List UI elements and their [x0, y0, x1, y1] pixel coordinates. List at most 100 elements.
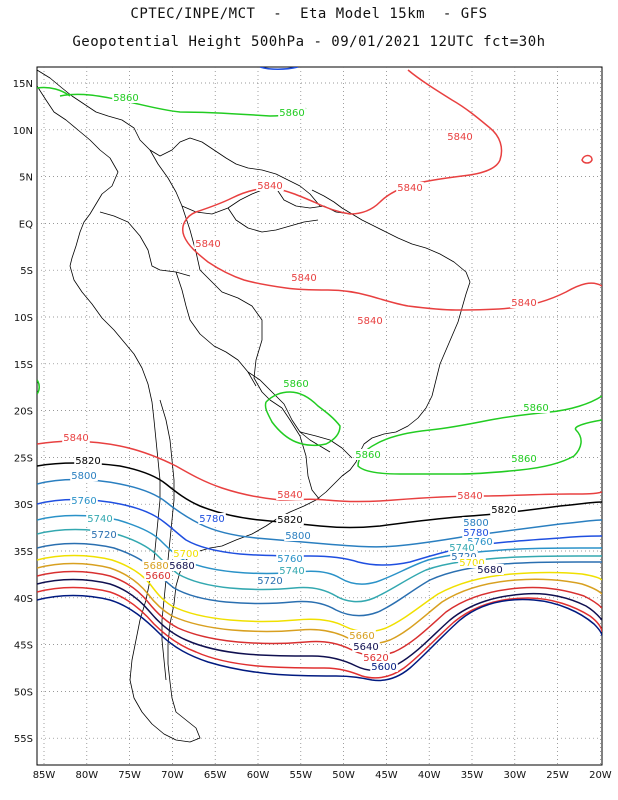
lon-tick-label: 70W: [161, 770, 184, 781]
label-5680-andes-east: 5680: [169, 561, 194, 572]
border-paraguay: [247, 371, 331, 453]
contour-label-background: [284, 530, 312, 541]
south-america-coast: [69, 189, 471, 743]
border-brazil-south: [299, 431, 353, 459]
lat-tick-label: 45S: [14, 641, 33, 652]
lat-tick-label: 25S: [14, 453, 33, 464]
contour-label-background: [256, 575, 284, 586]
lon-tick-label: 75W: [118, 770, 141, 781]
label-5820-uruguay: 5820: [277, 515, 302, 526]
lat-tick-label: 10S: [14, 313, 33, 324]
label-5760-argentina: 5760: [277, 554, 302, 565]
contour-label-background: [70, 470, 98, 481]
contour-label-background: [448, 542, 476, 553]
border-chile-argentina: [159, 399, 175, 681]
label-5840-uruguay: 5840: [277, 490, 302, 501]
label-5600-south: 5600: [371, 662, 396, 673]
map-frame: [36, 66, 603, 766]
border-peru-ecuador: [99, 211, 191, 277]
contour-5760: [37, 514, 602, 585]
label-5860-atlantic-south: 5860: [511, 454, 536, 465]
contour-label-background: [462, 517, 490, 528]
label-5720-argentina: 5720: [257, 576, 282, 587]
contour-5600: [37, 594, 602, 682]
contour-label-background: [290, 272, 318, 283]
border-colombia-venezuela: [149, 149, 277, 215]
label-5860-atlantic: 5860: [523, 403, 548, 414]
label-5660-south: 5660: [349, 631, 374, 642]
contour-label-background: [352, 641, 380, 652]
label-5740-argentina: 5740: [279, 566, 304, 577]
chart-subtitle: Geopotential Height 500hPa - 09/01/2021 …: [72, 34, 546, 50]
contour-labels: 5860 5860 5840 5840 5840 5840 5840 5840 5840 5860…: [62, 92, 550, 673]
border-brazil-north: [227, 207, 319, 233]
contour-5660: [37, 570, 602, 657]
lon-tick-label: 80W: [75, 770, 98, 781]
contour-label-background: [456, 490, 484, 501]
contour-5860-atlantic: [357, 395, 602, 475]
contour-label-background: [86, 513, 114, 524]
contour-label-background: [354, 449, 382, 460]
label-5740-atlantic: 5740: [449, 543, 474, 554]
contour-label-background: [362, 652, 390, 663]
label-5780-atlantic: 5780: [463, 528, 488, 539]
contour-label-background: [70, 495, 98, 506]
label-5860-north-west: 5860: [113, 93, 138, 104]
label-5680-andes: 5680: [143, 561, 168, 572]
contour-label-background: [144, 570, 172, 581]
label-5780-argentina: 5780: [199, 514, 224, 525]
contour-label-background: [194, 238, 222, 249]
label-5700-atlantic: 5700: [459, 558, 484, 569]
contour-label-background: [396, 182, 424, 193]
contour-5860-brazil: [264, 391, 341, 447]
label-5660-chile: 5660: [145, 571, 170, 582]
lon-tick-label: 65W: [204, 770, 227, 781]
contour-5840-south: [37, 440, 602, 503]
contour-5740: [37, 528, 602, 603]
label-5620-south: 5620: [363, 653, 388, 664]
contour-label-background: [62, 432, 90, 443]
label-5840-atlantic-south: 5840: [457, 491, 482, 502]
contour-label-background: [510, 453, 538, 464]
label-5860-north: 5860: [279, 108, 304, 119]
label-5840-brazil-center: 5840: [357, 316, 382, 327]
lon-tick-label: 40W: [418, 770, 441, 781]
contour-label-background: [490, 504, 518, 515]
contour-5860-south-west: [37, 379, 40, 395]
label-5840-north-east: 5840: [447, 132, 472, 143]
contour-label-background: [142, 560, 170, 571]
lon-tick-label: 45W: [375, 770, 398, 781]
label-5800-pacific: 5800: [71, 471, 96, 482]
lon-tick-label: 55W: [289, 770, 312, 781]
contour-5860-top: [37, 86, 71, 97]
contour-label-background: [278, 107, 306, 118]
contour-label-background: [90, 529, 118, 540]
coastline-borders: [37, 69, 471, 743]
label-5760-pacific: 5760: [71, 496, 96, 507]
contour-5840-north: [182, 69, 602, 311]
label-5860-brazil: 5860: [283, 379, 308, 390]
contour-5680: [37, 562, 602, 645]
chart-title: CPTEC/INPE/MCT - Eta Model 15km - GFS: [130, 6, 488, 22]
contour-5780: [37, 498, 602, 566]
label-5840-amazon-west: 5840: [195, 239, 220, 250]
label-5840-pacific: 5840: [63, 433, 88, 444]
contour-label-background: [276, 553, 304, 564]
lat-tick-label: 20S: [14, 407, 33, 418]
contour-label-background: [458, 557, 486, 568]
contour-5640: [37, 578, 602, 671]
contour-label-background: [476, 564, 504, 575]
contour-label-background: [276, 514, 304, 525]
border-brazil-west: [181, 205, 283, 409]
label-5800-uruguay: 5800: [285, 531, 310, 542]
lat-tick-label: EQ: [19, 219, 33, 230]
border-bolivia: [175, 271, 257, 387]
contour-label-background: [112, 92, 140, 103]
lat-tick-label: 30S: [14, 500, 33, 511]
contour-5620: [37, 586, 602, 679]
axis-tick-labels: 15N 10N 5N EQ 5S 10S 15S 20S 25S 30S 35S 40S 45S 50S 5…: [13, 79, 612, 781]
label-5840-atlantic-north: 5840: [511, 298, 536, 309]
label-5840-guianas: 5840: [397, 183, 422, 194]
contour-label-background: [510, 297, 538, 308]
